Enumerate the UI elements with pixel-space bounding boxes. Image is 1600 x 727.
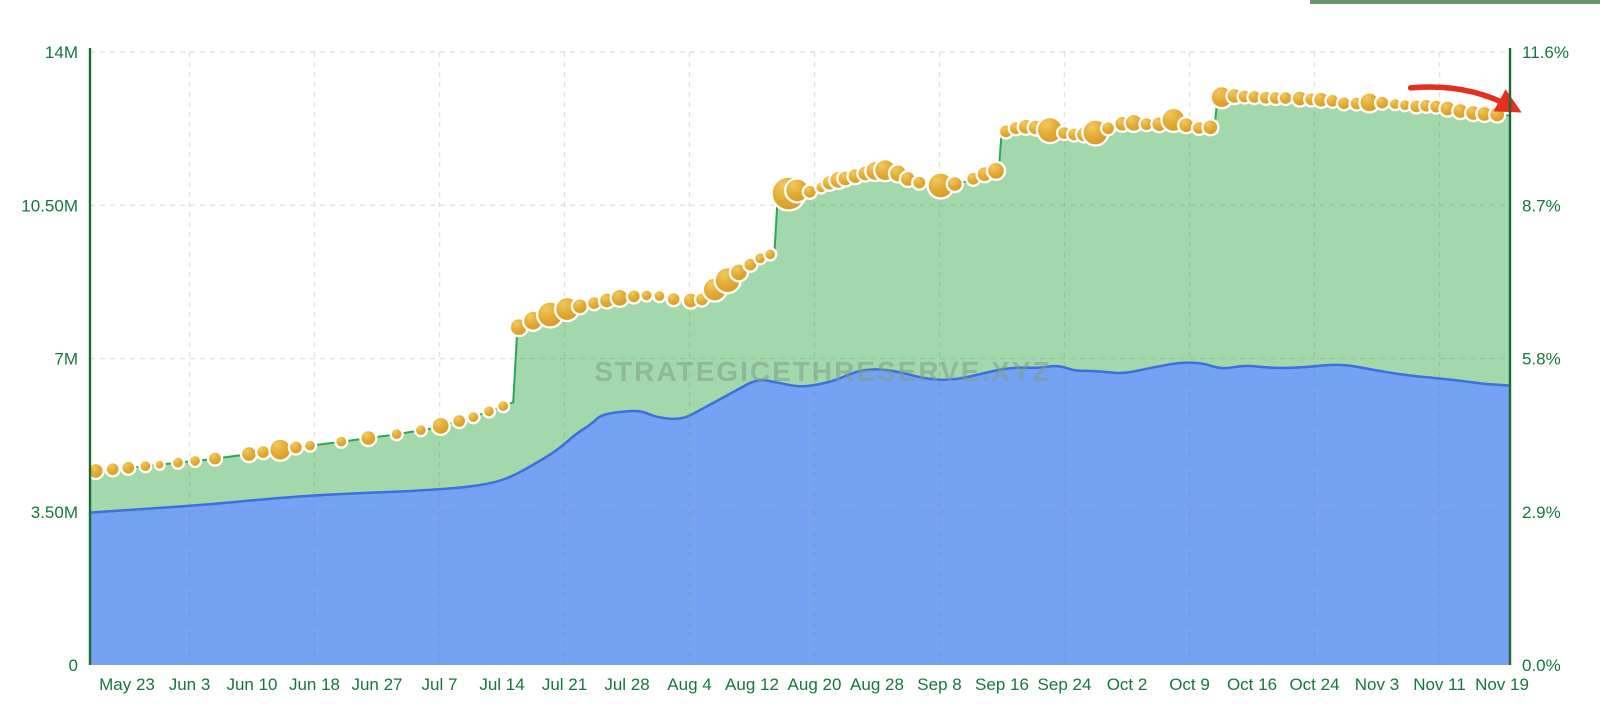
x-axis-tick-label: Oct 9	[1169, 675, 1210, 694]
purchase-bubbles	[86, 84, 1507, 481]
x-axis-tick-label: Nov 19	[1475, 675, 1529, 694]
purchase-bubble[interactable]	[570, 297, 590, 316]
purchase-bubble[interactable]	[239, 444, 259, 464]
x-axis-tick-label: Aug 12	[725, 675, 779, 694]
purchase-bubble[interactable]	[153, 458, 166, 471]
staked-reserve-area[interactable]	[90, 362, 1510, 665]
purchase-bubble[interactable]	[985, 160, 1007, 182]
purchase-bubble[interactable]	[451, 412, 468, 430]
x-axis-tick-label: Jun 3	[169, 675, 211, 694]
x-axis-tick-label: Oct 24	[1289, 675, 1339, 694]
purchase-bubble[interactable]	[413, 423, 429, 438]
x-axis-tick-label: Aug 20	[788, 675, 842, 694]
purchase-bubble[interactable]	[763, 247, 778, 262]
purchase-bubble[interactable]	[945, 174, 964, 194]
y-axis-tick-label-left: 0	[69, 656, 78, 675]
x-axis-tick-label: May 23	[99, 675, 155, 694]
purchase-bubble[interactable]	[496, 398, 511, 414]
downtrend-arrow	[1407, 84, 1522, 113]
purchase-bubble[interactable]	[1487, 105, 1507, 124]
purchase-bubble[interactable]	[1277, 89, 1294, 107]
x-axis-tick-label: Jul 21	[542, 675, 587, 694]
purchase-bubble[interactable]	[911, 174, 928, 191]
purchase-bubble[interactable]	[268, 437, 293, 462]
purchase-bubble[interactable]	[639, 288, 654, 303]
y-axis-tick-label-left: 7M	[54, 350, 78, 369]
purchase-bubble[interactable]	[287, 439, 305, 456]
x-axis-tick-label: Jul 28	[604, 675, 649, 694]
purchase-bubble[interactable]	[481, 404, 497, 419]
x-axis-tick-label: Nov 11	[1413, 675, 1466, 694]
x-axis-tick-label: Jul 7	[422, 675, 458, 694]
purchase-bubble[interactable]	[104, 461, 121, 478]
purchase-bubble[interactable]	[138, 459, 153, 474]
purchase-bubble[interactable]	[466, 409, 481, 425]
purchase-bubble[interactable]	[665, 291, 682, 308]
y-axis-tick-label-right: 8.7%	[1522, 196, 1561, 215]
y-axis-tick-label-left: 10.50M	[21, 196, 78, 215]
x-axis-tick-label: Sep 24	[1038, 675, 1092, 694]
purchase-bubble[interactable]	[334, 434, 349, 449]
purchase-bubble[interactable]	[255, 444, 272, 461]
purchase-bubble[interactable]	[389, 427, 404, 442]
y-axis-tick-label-left: 3.50M	[31, 503, 78, 522]
y-axis-tick-label-right: 5.8%	[1522, 350, 1561, 369]
purchase-bubble[interactable]	[430, 415, 451, 437]
x-axis-tick-label: Aug 4	[667, 675, 711, 694]
x-axis-tick-label: Sep 16	[975, 675, 1029, 694]
purchase-bubble[interactable]	[359, 428, 378, 448]
x-axis-tick-label: Jun 10	[226, 675, 277, 694]
purchase-bubble[interactable]	[652, 288, 667, 304]
x-axis-tick-label: Aug 28	[850, 675, 904, 694]
purchase-bubble[interactable]	[170, 455, 186, 470]
purchase-bubble[interactable]	[120, 459, 137, 476]
y-axis-tick-label-right: 11.6%	[1522, 43, 1569, 62]
top-accent-bar	[1310, 0, 1600, 4]
x-axis-tick-label: Jun 18	[289, 675, 340, 694]
series-areas	[89, 94, 1511, 666]
x-axis-tick-label: Jul 14	[479, 675, 524, 694]
axis-lines	[88, 48, 1512, 665]
purchase-bubble[interactable]	[1373, 94, 1391, 111]
purchase-bubble[interactable]	[302, 438, 318, 453]
y-axis-tick-label-left: 14M	[45, 43, 78, 62]
x-axis-tick-label: Oct 16	[1227, 675, 1277, 694]
purchase-bubble[interactable]	[206, 450, 224, 467]
purchase-bubble[interactable]	[187, 453, 203, 469]
purchase-bubble[interactable]	[625, 288, 643, 305]
y-axis-tick-label-right: 0.0%	[1522, 656, 1561, 675]
x-axis-tick-label: Oct 2	[1107, 675, 1148, 694]
purchase-bubble[interactable]	[1099, 120, 1117, 137]
x-axis-tick-label: Jun 27	[351, 675, 402, 694]
x-axis-tick-label: Sep 8	[917, 675, 961, 694]
staked-reserve-line	[89, 361, 1511, 514]
axis-labels: 14M 10.50M 7M 3.50M 0 11.6% 8.7% 5.8% 2.9% 0.0% Ma…	[21, 43, 1569, 694]
y-axis-tick-label-right: 2.9%	[1522, 503, 1561, 522]
x-axis-tick-label: Nov 3	[1355, 675, 1399, 694]
purchase-bubble[interactable]	[86, 461, 105, 481]
purchase-bubble[interactable]	[1201, 118, 1220, 137]
